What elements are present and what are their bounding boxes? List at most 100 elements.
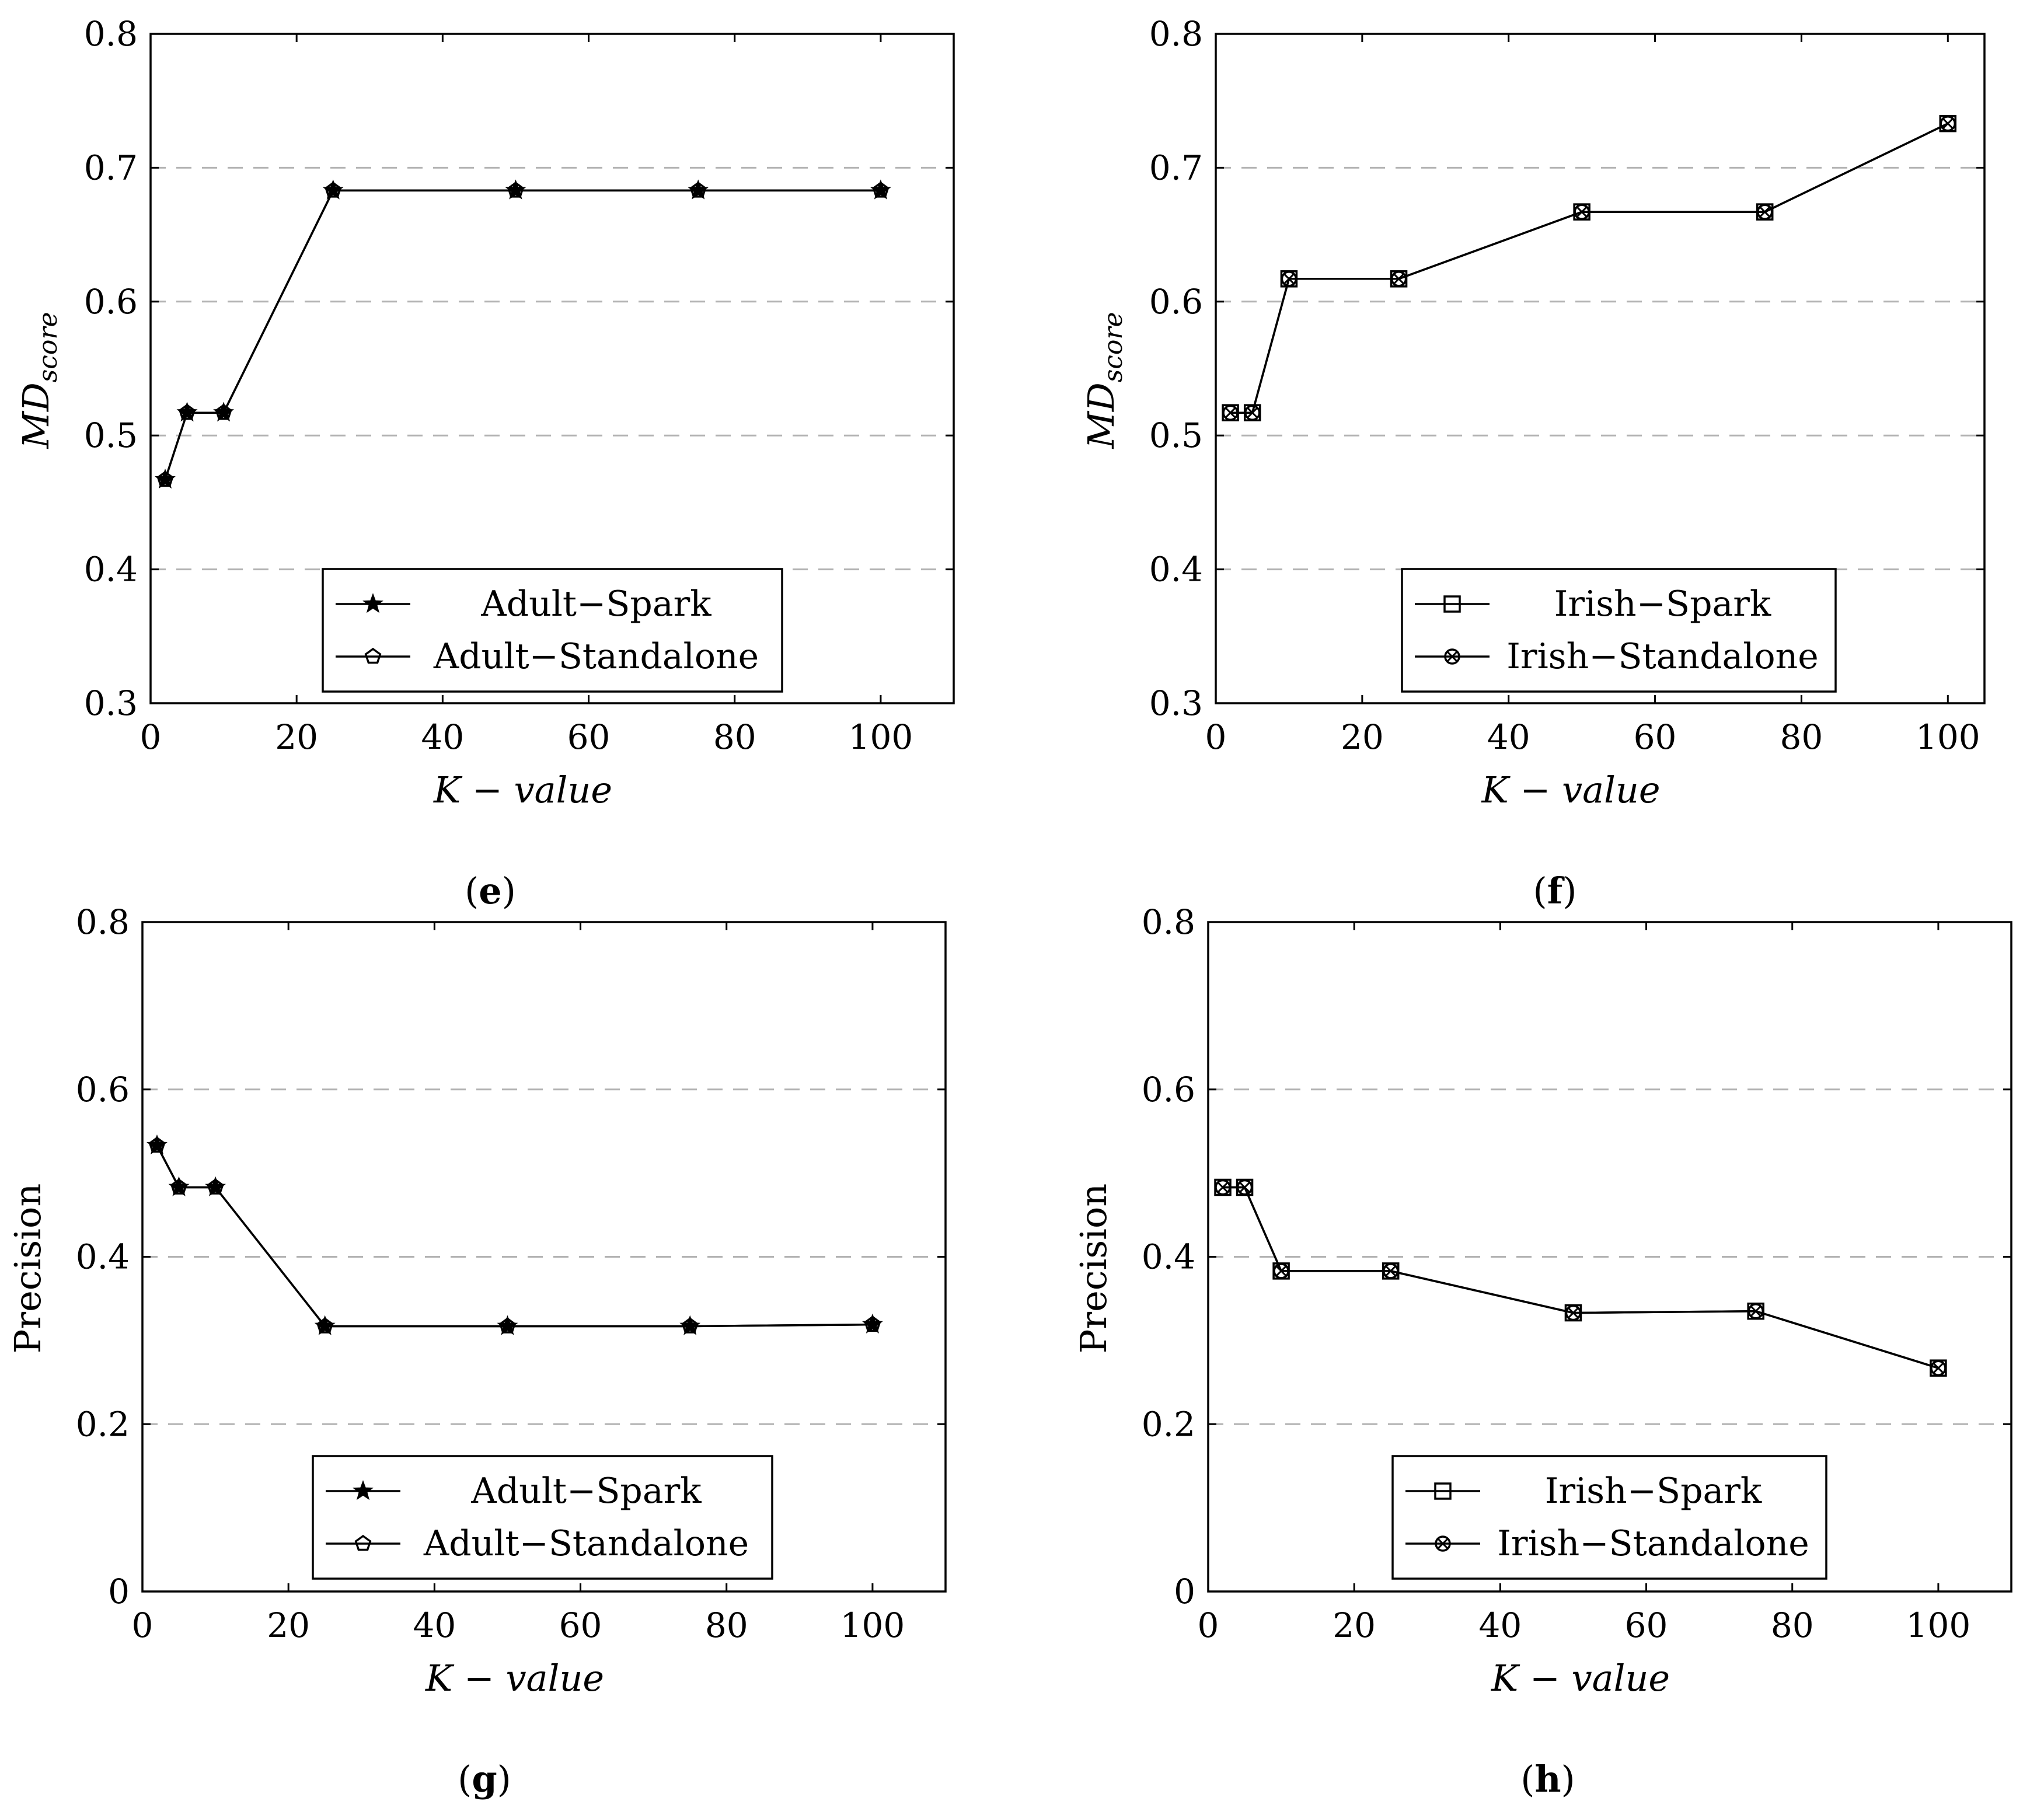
chart-h-series-1-point-6 [1930,1360,1947,1376]
chart-f-series-1-point-2-cross-b [1283,273,1295,285]
chart-h-series-1-point-6-cross-b [1933,1362,1944,1374]
chart-f-caption-letter: f [1547,870,1565,912]
chart-h-xtick-label-3: 60 [1625,1605,1668,1645]
chart-e-legend-marker-0 [362,593,383,613]
chart-f-series-1-point-3-cross-b [1393,273,1405,285]
chart-h-series-1-point-2 [1273,1263,1289,1279]
chart-f-series-1-point-0-cross-b [1225,407,1236,418]
chart-g-legend-box [312,1455,773,1580]
chart-h-series-1-point-1 [1236,1179,1253,1196]
chart-g-ytick-label-0: 0 [108,1572,130,1611]
chart-g-series-1-line [156,1144,873,1328]
chart-h-series-1-point-1-cross-b [1239,1181,1251,1193]
chart-f-xtick-label-4: 80 [1780,717,1823,757]
chart-g-ylabel: Precision [6,1184,49,1354]
chart-g-series-1-point-1 [170,1178,187,1195]
chart-e-ytick-label-1: 0.4 [84,550,138,589]
chart-h-series-1-point-3-cross-b [1385,1265,1397,1277]
chart-h-ytick-label-2: 0.4 [1142,1237,1195,1277]
chart-e-xtick-label-5: 100 [849,717,913,757]
chart-f-legend-marker-0 [1443,595,1461,613]
chart-h-xlabel: K − value [1491,1657,1670,1699]
chart-f-xtick-label-0: 0 [1205,717,1227,757]
chart-h-series-1-point-4-cross-b [1567,1307,1579,1319]
chart-e-xlabel: K − value [433,769,612,811]
chart-g: 0 0.2 0.4 0.6 0.8 0 20 40 60 80 100 K − value Precis… [6,902,947,1800]
chart-f-legend-label-1: Irish−Standalone [1506,636,1819,677]
chart-h-xtick-label-0: 0 [1198,1605,1219,1645]
chart-f-ytick-label-0: 0.3 [1149,683,1203,723]
chart-g-xtick-label-3: 60 [559,1605,602,1645]
chart-f-ylabel-main: MD [1080,382,1122,449]
chart-e-xtick-label-2: 40 [421,717,464,757]
chart-e-plot-frame [149,33,955,704]
chart-f-legend-label-0: Irish−Spark [1554,584,1771,624]
chart-h-legend-marker-1-cross-b [1437,1538,1449,1549]
chart-e-xtick-label-1: 20 [275,717,318,757]
chart-g-caption-open: ( [458,1758,472,1800]
chart-h-caption-open: ( [1520,1758,1534,1800]
chart-f-series-1-point-1-cross-b [1247,407,1258,418]
chart-h-caption-letter: h [1534,1758,1561,1800]
chart-f-ytick-label-2: 0.5 [1149,416,1203,455]
chart-e-ytick-label-5: 0.8 [84,14,138,54]
chart-h-legend: Irish−Spark Irish−Standalone [1391,1455,1827,1580]
chart-h: 0 0.2 0.4 0.6 0.8 0 20 40 60 80 100 K − value Precis… [1072,902,2012,1800]
chart-f-series-1-point-3 [1390,271,1407,287]
chart-h-xtick-label-5: 100 [1906,1605,1971,1645]
chart-f-ylabel: MDscore [1080,312,1128,449]
chart-f-ytick-label-3: 0.6 [1149,282,1203,322]
chart-g-series-1-point-0 [148,1136,166,1153]
chart-f-legend-marker-1-cross-b [1446,651,1458,662]
chart-e-series-1-point-4 [507,182,524,198]
chart-f-series-1-point-4-cross-b [1576,206,1588,218]
chart-h-series-0-line [1223,1186,1939,1369]
chart-h-caption: (h) [1520,1758,1575,1800]
chart-g-xtick-label-0: 0 [132,1605,154,1645]
chart-f-series-1-point-6-cross-b [1942,118,1954,130]
chart-h-caption-close: ) [1561,1758,1575,1800]
chart-g-legend-marker-0 [353,1480,374,1500]
chart-e: 0.3 0.4 0.5 0.6 0.7 0.8 0 20 40 60 80 100 K − value M… [15,14,955,912]
chart-e-caption-open: ( [465,870,479,912]
chart-e-legend-box [322,568,783,693]
chart-g-ytick-label-2: 0.4 [76,1237,130,1277]
chart-h-series-1-point-0-cross-b [1217,1181,1229,1193]
chart-e-caption: (e) [465,870,516,912]
chart-f-plot-frame [1215,33,1986,704]
chart-e-ytick-label-2: 0.5 [84,416,138,455]
chart-e-xtick-label-4: 80 [713,717,756,757]
chart-f-ytick-label-4: 0.7 [1149,148,1203,187]
chart-e-xtick-label-0: 0 [140,717,162,757]
chart-g-series-1-point-3 [316,1317,334,1334]
chart-f-legend: Irish−Spark Irish−Standalone [1401,568,1837,693]
chart-e-series-1-point-2 [215,404,232,420]
chart-f-xtick-label-3: 60 [1634,717,1677,757]
chart-h-xtick-label-2: 40 [1478,1605,1522,1645]
chart-h-legend-marker-1 [1435,1535,1451,1552]
chart-f-series-1-point-1 [1244,404,1261,421]
chart-f-caption-close: ) [1562,870,1576,912]
chart-e-ytick-label-0: 0.3 [84,683,138,723]
chart-f-series-1-point-2 [1281,271,1297,287]
chart-g-caption: (g) [458,1758,511,1800]
chart-f-series-1-point-5-cross-b [1759,206,1771,218]
chart-h-legend-label-1: Irish−Standalone [1497,1523,1809,1564]
chart-e-caption-close: ) [502,870,516,912]
chart-g-xtick-label-1: 20 [267,1605,310,1645]
chart-e-caption-letter: e [479,870,501,912]
chart-f-xtick-label-1: 20 [1341,717,1384,757]
chart-e-legend-label-0: Adult−Spark [480,584,711,624]
chart-f-series-1-point-5 [1756,204,1773,220]
chart-e-legend-marker-1 [364,647,382,664]
chart-g-ytick-label-3: 0.6 [76,1070,130,1109]
chart-g-series-1-point-4 [499,1317,516,1334]
chart-h-ylabel: Precision [1072,1184,1115,1354]
chart-h-series-1-line [1223,1186,1939,1369]
chart-h-ytick-label-4: 0.8 [1142,902,1195,942]
chart-g-series-1-point-5 [681,1317,699,1334]
chart-f-series-1-point-4 [1574,204,1590,220]
chart-f-ytick-label-5: 0.8 [1149,14,1203,54]
chart-h-xtick-label-1: 20 [1333,1605,1376,1645]
